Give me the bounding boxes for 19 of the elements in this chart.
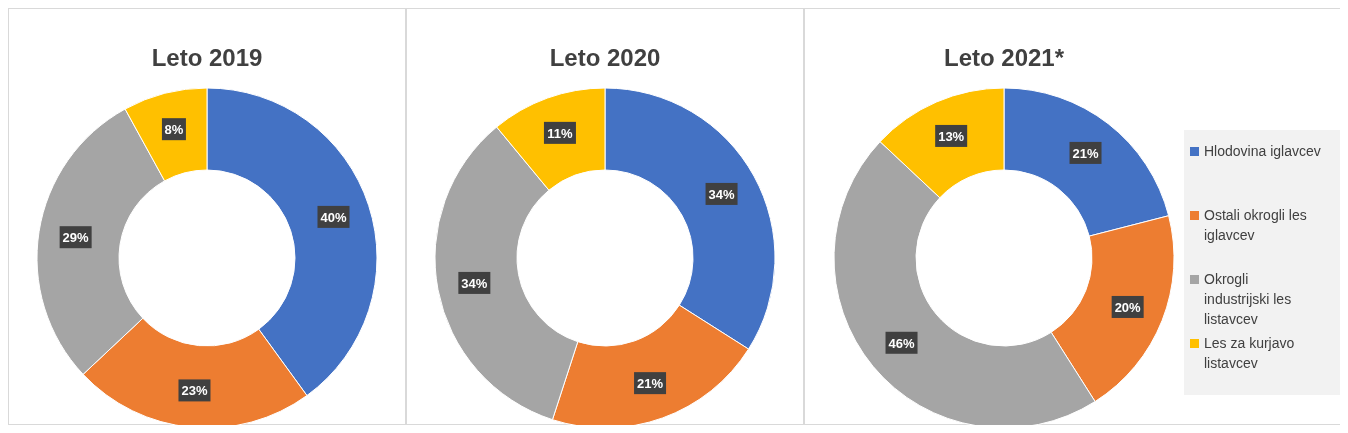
data-label: 8% <box>164 122 184 138</box>
data-label: 11% <box>547 125 574 141</box>
legend-label: Les za kurjavo listavcev <box>1204 335 1295 371</box>
data-label: 20% <box>1114 299 1142 315</box>
data-label: 34% <box>708 186 735 202</box>
legend-label: Okrogli industrijski les listavcev <box>1204 271 1292 327</box>
data-label: 23% <box>181 383 208 399</box>
data-label: 21% <box>637 376 664 392</box>
legend-label: Ostali okrogli les iglavcev <box>1204 207 1307 243</box>
data-label: 21% <box>1072 145 1099 161</box>
data-label: 40% <box>320 209 347 225</box>
chart-title: Leto 2020 <box>549 44 661 71</box>
data-label: 13% <box>938 128 965 144</box>
chart-title: Leto 2019 <box>151 44 263 71</box>
data-label: 46% <box>888 335 915 351</box>
data-label: 34% <box>461 275 488 291</box>
chart-title: Leto 2021* <box>943 44 1065 71</box>
data-label: 29% <box>62 230 90 246</box>
legend-label: Hlodovina iglavcev <box>1204 143 1321 159</box>
